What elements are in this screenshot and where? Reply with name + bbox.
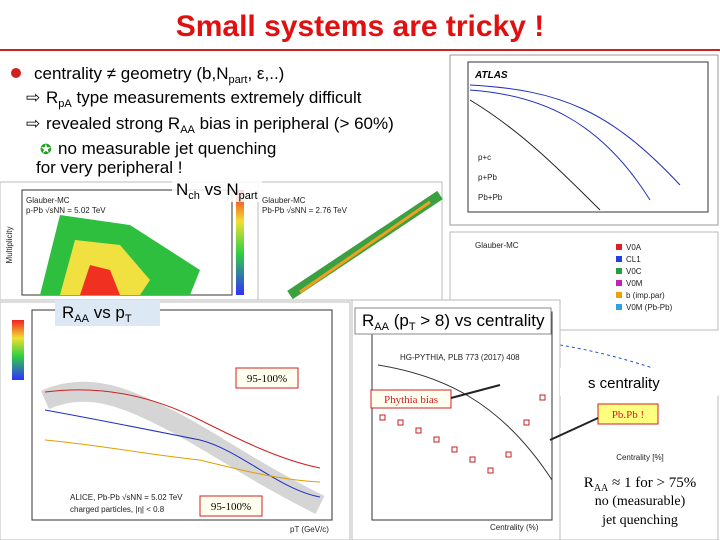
plot-system: Pb-Pb √sNN = 2.76 TeV bbox=[262, 206, 348, 215]
text-part: vs p bbox=[89, 303, 125, 322]
caption: HG-PYTHIA, PLB 773 (2017) 408 bbox=[400, 353, 520, 362]
arrow: ⇨ bbox=[26, 114, 40, 133]
legend: V0M bbox=[626, 279, 643, 288]
bullet: no measurable jet quenching bbox=[58, 139, 276, 158]
label: RAA vs pT bbox=[62, 303, 132, 325]
text-part: type measurements extremely difficult bbox=[72, 88, 362, 107]
bullet: centrality ≠ geometry (b,Npart, ε,..) bbox=[34, 64, 284, 86]
text-part: revealed strong R bbox=[46, 114, 180, 133]
label-box bbox=[199, 495, 263, 517]
label-box bbox=[354, 307, 552, 335]
text-part: R bbox=[46, 88, 58, 107]
legend: CL1 bbox=[626, 255, 641, 264]
axis-label: pT (GeV/c) bbox=[290, 525, 329, 534]
legend: p+Pb bbox=[478, 173, 497, 182]
text-part: part bbox=[239, 190, 258, 202]
text-part: N bbox=[176, 180, 188, 199]
plot-title: Glauber-MC bbox=[475, 241, 519, 250]
label-box bbox=[560, 368, 718, 396]
conclusion: no (measurable) bbox=[595, 494, 686, 509]
label: s centrality bbox=[588, 375, 660, 392]
label: Phythia bias bbox=[384, 394, 438, 406]
text-part: R bbox=[584, 475, 594, 491]
glauber-pbpb-plot: Glauber-MC Pb-Pb √sNN = 2.76 TeV bbox=[257, 181, 443, 301]
legend: Pb+Pb bbox=[478, 193, 503, 202]
axis-label: Centrality [%] bbox=[616, 453, 664, 462]
legend: V0C bbox=[626, 267, 642, 276]
label-box bbox=[172, 176, 262, 202]
caption: charged particles, |η| < 0.8 bbox=[70, 505, 165, 514]
conclusion: RAA ≈ 1 for > 75% bbox=[584, 475, 696, 494]
bullet: revealed strong RAA bias in peripheral (… bbox=[46, 114, 394, 136]
bullet: RpA type measurements extremely difficul… bbox=[46, 88, 362, 110]
label-box bbox=[370, 389, 452, 409]
text-part: R bbox=[62, 303, 74, 322]
plot-system: p-Pb √sNN = 5.02 TeV bbox=[26, 206, 106, 215]
arrow: ⇨ bbox=[26, 88, 40, 107]
text-part: T bbox=[125, 313, 132, 325]
atlas-plot: ATLAS p+c p+Pb Pb+Pb bbox=[449, 54, 719, 226]
text-part: vs N bbox=[200, 180, 239, 199]
label: RAA (pT > 8) vs centrality bbox=[362, 311, 545, 333]
title: Small systems are tricky ! bbox=[176, 10, 545, 43]
text-part: AA bbox=[374, 321, 389, 333]
alice-pt-plot: ALICE, Pb-Pb √sNN = 5.02 TeV charged par… bbox=[0, 301, 351, 540]
text-part: > 8) vs centrality bbox=[416, 311, 545, 330]
text-part: ≈ 1 for > 75% bbox=[608, 475, 696, 491]
arrow bbox=[450, 384, 501, 399]
text-part: AA bbox=[180, 124, 195, 136]
text-part: AA bbox=[74, 313, 89, 325]
text-part: AA bbox=[594, 483, 609, 494]
text-part: R bbox=[362, 311, 374, 330]
plot-title: Glauber-MC bbox=[26, 196, 70, 205]
arrow bbox=[549, 417, 599, 441]
axis-label: Multiplicity bbox=[5, 227, 14, 264]
label-box bbox=[55, 300, 160, 326]
label: 95-100% bbox=[247, 373, 287, 385]
label-box bbox=[565, 468, 715, 532]
label: Pb.Pb ! bbox=[612, 409, 644, 421]
alice-centrality-plot: HG-PYTHIA, PLB 773 (2017) 408 Centrality… bbox=[351, 299, 561, 540]
label: 95-100% bbox=[211, 501, 251, 513]
conclusion: jet quenching bbox=[601, 513, 678, 528]
text-part: ch bbox=[188, 190, 200, 202]
legend: V0M (Pb-Pb) bbox=[626, 303, 673, 312]
axis-label: Centrality (%) bbox=[490, 523, 539, 532]
text-part: , ε,..) bbox=[247, 64, 284, 83]
atlas-label: ATLAS bbox=[474, 70, 508, 81]
legend: V0A bbox=[626, 243, 642, 252]
check-icon: ✪ bbox=[40, 141, 52, 157]
label-box bbox=[235, 367, 299, 389]
text-part: part bbox=[229, 74, 248, 86]
label: Nch vs Npart bbox=[176, 180, 258, 202]
text-part: bias in peripheral (> 60%) bbox=[195, 114, 394, 133]
caption: ALICE, Pb-Pb √sNN = 5.02 TeV bbox=[70, 493, 183, 502]
label-box bbox=[597, 403, 659, 425]
legend: b (imp.par) bbox=[626, 291, 665, 300]
text-part: centrality ≠ geometry (b,N bbox=[34, 64, 229, 83]
bullet-dot bbox=[11, 68, 21, 78]
text-part: pA bbox=[58, 98, 72, 110]
text-part: T bbox=[409, 321, 416, 333]
bullet: for very peripheral ! bbox=[36, 158, 182, 177]
legend: p+c bbox=[478, 153, 491, 162]
text-part: (p bbox=[389, 311, 409, 330]
plot-title: Glauber-MC bbox=[262, 196, 306, 205]
